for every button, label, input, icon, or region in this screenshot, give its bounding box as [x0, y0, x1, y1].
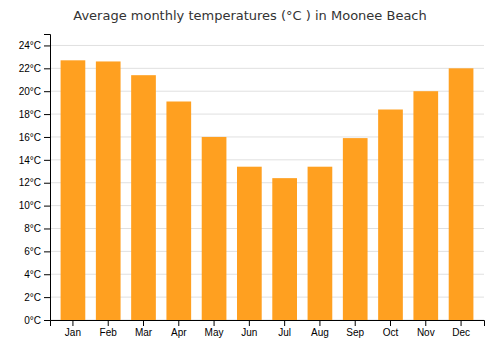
tick: Jan — [65, 320, 81, 338]
tick: Jun — [241, 320, 257, 338]
bar — [96, 61, 121, 320]
tick-label: Jan — [65, 327, 81, 338]
bar — [61, 60, 86, 320]
bar — [166, 101, 191, 320]
tick-label: 18°C — [19, 109, 41, 120]
tick: 6°C — [24, 246, 50, 257]
tick-label: 6°C — [24, 246, 41, 257]
tick-mark — [425, 320, 426, 326]
tick: 22°C — [19, 63, 50, 74]
tick-label: 16°C — [19, 132, 41, 143]
tick: Mar — [135, 320, 153, 338]
tick-label: 10°C — [19, 200, 41, 211]
tick-mark — [44, 114, 50, 115]
tick-mark — [249, 320, 250, 326]
tick: Apr — [171, 320, 187, 338]
bar — [413, 91, 438, 320]
axis-line — [44, 35, 51, 321]
tick-label: 12°C — [19, 177, 41, 188]
tick-label: Nov — [417, 327, 435, 338]
tick-label: 22°C — [19, 63, 41, 74]
tick-label: Aug — [311, 327, 329, 338]
tick-mark — [44, 297, 50, 298]
tick: 24°C — [19, 40, 50, 51]
tick: 8°C — [24, 223, 50, 234]
tick: 10°C — [19, 200, 50, 211]
tick-mark — [390, 320, 391, 326]
tick: Aug — [311, 320, 329, 338]
tick: 16°C — [19, 132, 50, 143]
tick: Dec — [452, 320, 470, 338]
bar — [378, 110, 403, 320]
bar — [343, 138, 368, 320]
x-axis: Jan Feb Mar Apr May Jun Jul Aug Sep Oct Nov Dec — [51, 320, 485, 338]
chart: Jan Feb Mar Apr May Jun Jul Aug Sep Oct Nov Dec 0°C 2… — [0, 0, 500, 350]
tick-mark — [178, 320, 179, 326]
tick-mark — [44, 137, 50, 138]
tick-label: Sep — [346, 327, 364, 338]
tick-label: 24°C — [19, 40, 41, 51]
tick-label: 8°C — [24, 223, 41, 234]
tick-mark — [319, 320, 320, 326]
tick-mark — [355, 320, 356, 326]
tick-label: 4°C — [24, 269, 41, 280]
bar — [237, 167, 262, 320]
tick-label: Apr — [171, 327, 187, 338]
tick-mark — [44, 251, 50, 252]
tick-mark — [44, 228, 50, 229]
tick: Nov — [417, 320, 435, 338]
bar — [202, 137, 227, 320]
bar — [131, 75, 156, 320]
tick: 20°C — [19, 86, 50, 97]
tick: Oct — [383, 320, 399, 338]
title: Average monthly temperatures (°C ) in Mo… — [73, 8, 427, 23]
tick: 14°C — [19, 155, 50, 166]
tick: Sep — [346, 320, 364, 338]
y-axis: 0°C 2°C 4°C 6°C 8°C 10°C 12°C 14°C 16°C 18°C 20°C 2… — [19, 35, 51, 326]
tick: 18°C — [19, 109, 50, 120]
tick: Jul — [278, 320, 291, 338]
bars — [61, 60, 474, 320]
tick-mark — [44, 68, 50, 69]
grid-line — [50, 45, 484, 46]
bar — [449, 68, 474, 320]
tick-mark — [44, 160, 50, 161]
tick-mark — [44, 183, 50, 184]
tick-label: 2°C — [24, 292, 41, 303]
tick-label: Jul — [278, 327, 291, 338]
tick: 2°C — [24, 292, 50, 303]
tick-mark — [44, 45, 50, 46]
bar — [308, 167, 333, 320]
tick-mark — [44, 320, 50, 321]
tick: 0°C — [24, 315, 50, 326]
plot: Jan Feb Mar Apr May Jun Jul Aug Sep Oct Nov Dec 0°C 2… — [19, 35, 485, 339]
tick-label: Dec — [452, 327, 470, 338]
tick-mark — [461, 320, 462, 326]
tick: May — [205, 320, 224, 338]
tick-mark — [44, 274, 50, 275]
tick-label: 0°C — [24, 315, 41, 326]
bar — [272, 178, 297, 320]
tick-mark — [108, 320, 109, 326]
grid — [50, 45, 484, 320]
tick-mark — [214, 320, 215, 326]
tick-label: Jun — [241, 327, 257, 338]
tick-mark — [284, 320, 285, 326]
tick: 12°C — [19, 177, 50, 188]
tick: 4°C — [24, 269, 50, 280]
tick-mark — [143, 320, 144, 326]
tick-label: 20°C — [19, 86, 41, 97]
tick-label: Mar — [135, 327, 153, 338]
tick-mark — [44, 206, 50, 207]
tick-label: Oct — [383, 327, 399, 338]
tick-mark — [72, 320, 73, 326]
tick-label: Feb — [100, 327, 118, 338]
tick-label: 14°C — [19, 155, 41, 166]
tick-mark — [44, 91, 50, 92]
axis-line — [51, 321, 485, 327]
tick: Feb — [100, 320, 118, 338]
tick-label: May — [205, 327, 224, 338]
